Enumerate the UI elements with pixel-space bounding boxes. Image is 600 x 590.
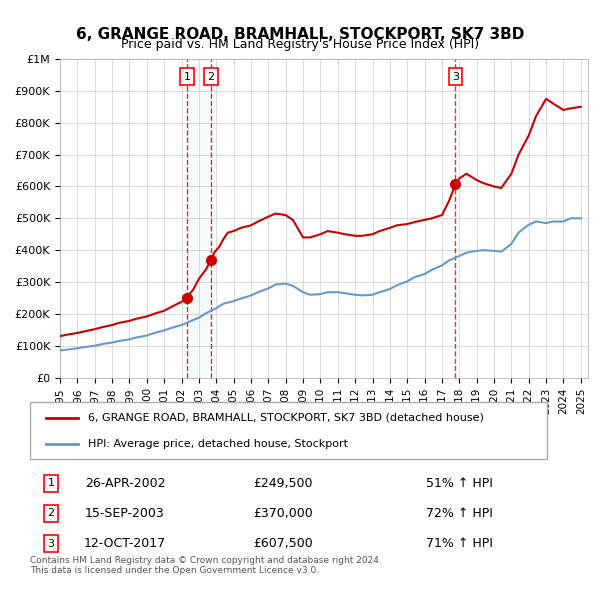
Text: 15-SEP-2003: 15-SEP-2003 [85,507,165,520]
Text: 6, GRANGE ROAD, BRAMHALL, STOCKPORT, SK7 3BD (detached house): 6, GRANGE ROAD, BRAMHALL, STOCKPORT, SK7… [88,413,484,422]
Text: 51% ↑ HPI: 51% ↑ HPI [426,477,493,490]
Text: Price paid vs. HM Land Registry's House Price Index (HPI): Price paid vs. HM Land Registry's House … [121,38,479,51]
Text: 3: 3 [47,539,55,549]
Text: 1: 1 [184,71,190,81]
Text: HPI: Average price, detached house, Stockport: HPI: Average price, detached house, Stoc… [88,439,348,448]
Text: 2: 2 [47,509,55,519]
Text: 6, GRANGE ROAD, BRAMHALL, STOCKPORT, SK7 3BD: 6, GRANGE ROAD, BRAMHALL, STOCKPORT, SK7… [76,27,524,41]
Text: 3: 3 [452,71,459,81]
FancyBboxPatch shape [30,402,547,459]
Bar [187,59,211,378]
Text: 26-APR-2002: 26-APR-2002 [85,477,165,490]
Text: £249,500: £249,500 [254,477,313,490]
Text: 2: 2 [208,71,215,81]
Text: 12-OCT-2017: 12-OCT-2017 [84,537,166,550]
Text: Contains HM Land Registry data © Crown copyright and database right 2024.
This d: Contains HM Land Registry data © Crown c… [30,556,382,575]
Text: 71% ↑ HPI: 71% ↑ HPI [426,537,493,550]
Text: 1: 1 [47,478,55,489]
Text: £607,500: £607,500 [254,537,313,550]
Text: £370,000: £370,000 [254,507,313,520]
Text: 72% ↑ HPI: 72% ↑ HPI [426,507,493,520]
